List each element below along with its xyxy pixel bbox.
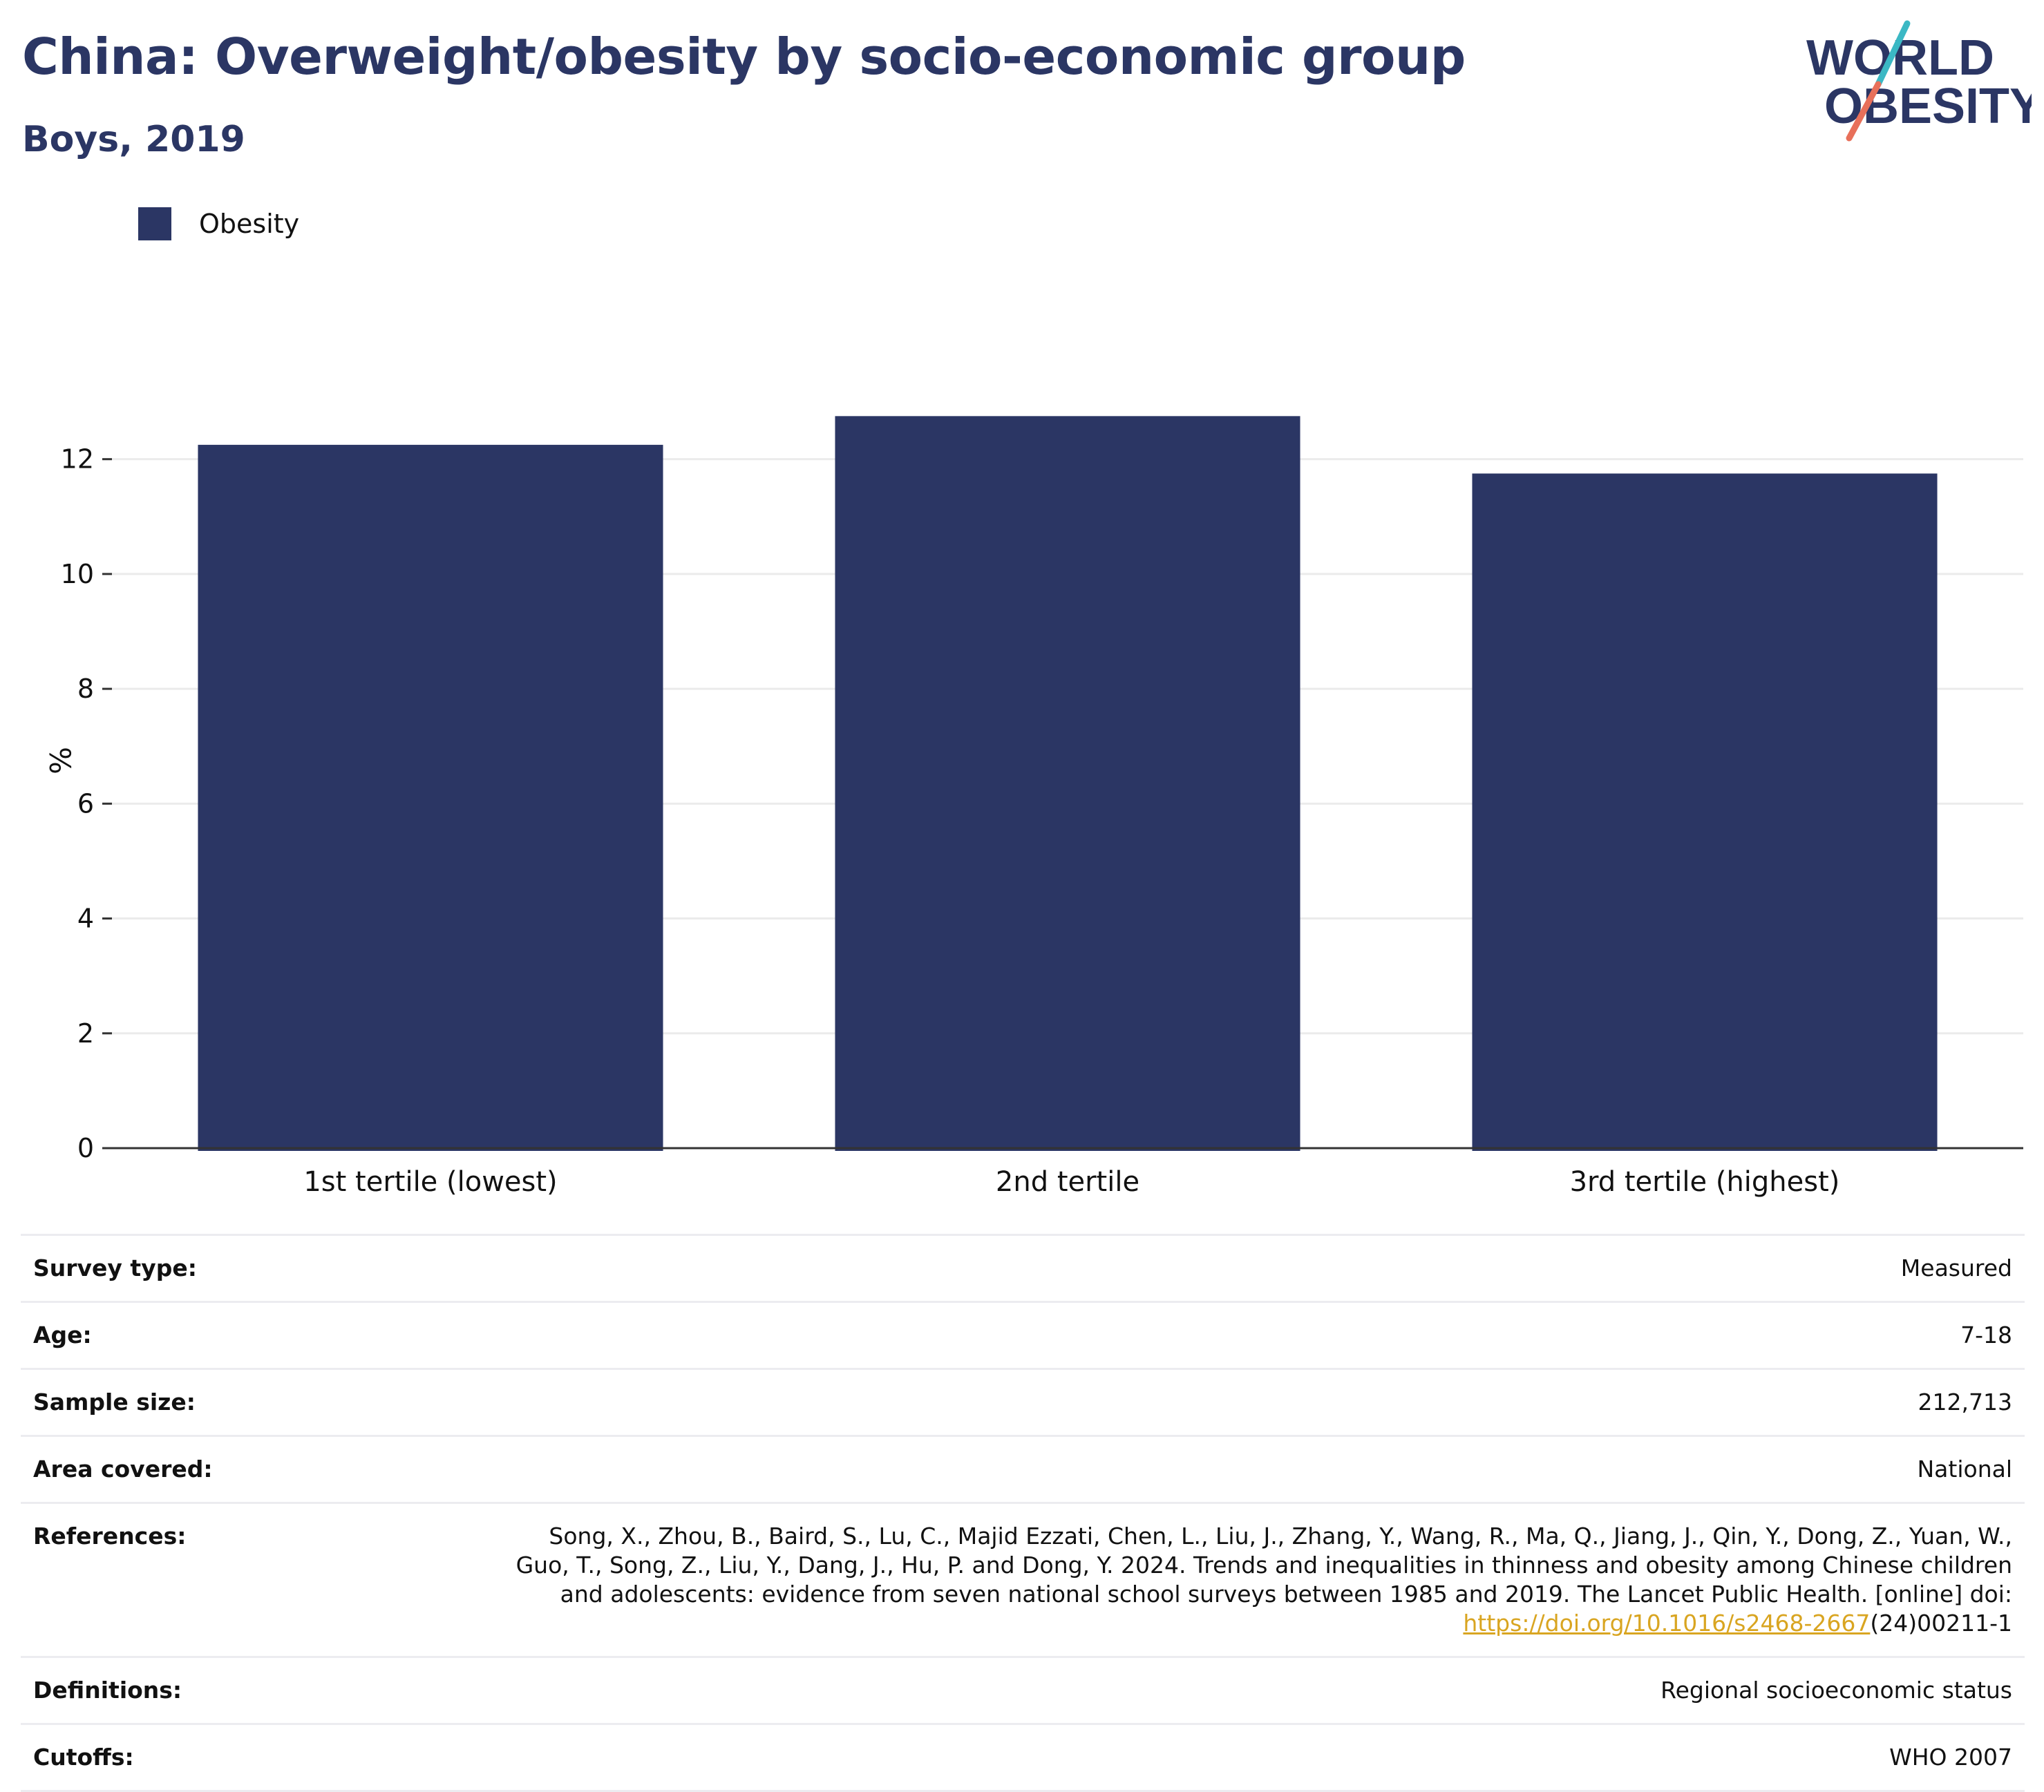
bar-chart: 0 2 4 6 8 10 12% 1st tertile (lowest) 2nd tertil… (43, 416, 2023, 1198)
info-row: Sample size: 212,713 (21, 1368, 2025, 1435)
info-row: Area covered: National (21, 1435, 2025, 1502)
info-label: Area covered: (33, 1456, 213, 1483)
info-label: Age: (33, 1322, 92, 1348)
survey-info-table: Survey type: Measured Age: 7-18 Sample size:… (21, 1234, 2025, 1792)
y-tick-label: 8 (77, 674, 94, 704)
logo-slash-bottom (1846, 81, 1882, 142)
y-tick-label: 0 (77, 1133, 94, 1163)
world-obesity-logo: WORLD OBESITY (1806, 20, 2032, 142)
info-row: Cutoffs: WHO 2007 (21, 1723, 2025, 1792)
legend-swatch-obesity (138, 207, 171, 240)
reference-doi-link[interactable]: https://doi.org/10.1016/s2468-2667 (1463, 1610, 1871, 1637)
info-value: 7-18 (1960, 1322, 2012, 1348)
info-label: References: (33, 1523, 187, 1550)
bar-obesity[interactable] (198, 444, 663, 1151)
chart-title: China: Overweight/obesity by socio-econo… (22, 28, 1466, 86)
x-tick-label: 3rd tertile (highest) (1570, 1166, 1840, 1198)
x-tick-label: 2nd tertile (996, 1166, 1139, 1198)
bar-obesity[interactable] (1472, 473, 1938, 1151)
info-row: Survey type: Measured (21, 1234, 2025, 1301)
y-axis-label: % (43, 747, 77, 774)
info-value: National (1917, 1456, 2012, 1483)
y-tick-label: 2 (77, 1018, 94, 1049)
legend-label-obesity[interactable]: Obesity (199, 209, 300, 239)
info-row: Definitions: Regional socioeconomic statu… (21, 1656, 2025, 1723)
chart-subtitle: Boys, 2019 (22, 119, 245, 160)
x-tick-label: 1st tertile (lowest) (303, 1166, 557, 1198)
y-tick-label: 10 (61, 559, 94, 589)
info-value: Regional socioeconomic status (1660, 1677, 2012, 1704)
info-label: Definitions: (33, 1677, 182, 1704)
info-label: Cutoffs: (33, 1744, 134, 1771)
chart-legend: Obesity (138, 207, 299, 240)
y-tick-label: 12 (61, 444, 94, 475)
info-value: Measured (1900, 1255, 2012, 1281)
info-value: 212,713 (1918, 1389, 2012, 1416)
references-value: Song, X., Zhou, B., Baird, S., Lu, C., M… (492, 1522, 2012, 1638)
info-label: Sample size: (33, 1389, 196, 1416)
reference-doi-suffix: (24)00211-1 (1870, 1610, 2012, 1637)
info-label: Survey type: (33, 1255, 197, 1281)
bar-obesity[interactable] (835, 416, 1300, 1152)
info-row: Age: 7-18 (21, 1301, 2025, 1368)
info-value: WHO 2007 (1889, 1744, 2012, 1771)
logo-slash-top (1875, 20, 1911, 88)
references-text: Song, X., Zhou, B., Baird, S., Lu, C., M… (515, 1523, 2012, 1608)
y-tick-label: 4 (77, 904, 94, 934)
info-row-references: References: Song, X., Zhou, B., Baird, S.… (21, 1502, 2025, 1656)
y-tick-label: 6 (77, 788, 94, 819)
